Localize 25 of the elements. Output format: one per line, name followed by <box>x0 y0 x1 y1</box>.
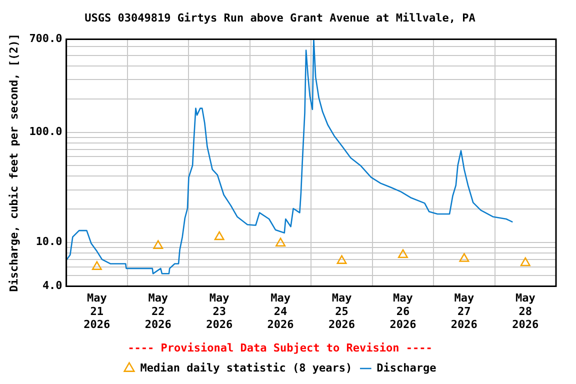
y-axis-title: Discharge, cubic feet per second, [(2)] <box>7 34 20 292</box>
point <box>153 240 164 249</box>
y-tick-label: 700.0 <box>29 32 62 46</box>
x-tick-label: May 24 2026 <box>267 292 294 332</box>
y-tick-label: 4.0 <box>42 279 62 292</box>
y-tick-label: 100.0 <box>29 125 62 138</box>
x-tick-label: May 27 2026 <box>450 292 478 332</box>
x-tick-label: May 22 2026 <box>144 292 172 332</box>
y-tick-label: 10.0 <box>36 235 62 248</box>
point <box>276 238 286 246</box>
chart-title: USGS 03049819 Girtys Run above Grant Avenue at Millvale, PA <box>84 11 476 24</box>
point <box>92 261 102 270</box>
legend-label: Discharge <box>376 361 437 374</box>
x-tick-label: May 26 2026 <box>390 292 417 332</box>
x-tick-label: May 21 2026 <box>84 292 111 332</box>
point <box>214 231 224 240</box>
point <box>459 253 470 262</box>
point <box>336 255 347 264</box>
x-tick-label: May 25 2026 <box>328 292 356 332</box>
x-tick-label: May 23 2026 <box>206 292 233 332</box>
point <box>398 249 408 258</box>
text: ---- Provisional Data Subject to Revision ---- <box>128 341 432 354</box>
point <box>520 257 530 266</box>
x-tick-label: May 28 2026 <box>512 292 540 332</box>
legend-label: Median daily statistic (8 years) <box>140 361 352 374</box>
